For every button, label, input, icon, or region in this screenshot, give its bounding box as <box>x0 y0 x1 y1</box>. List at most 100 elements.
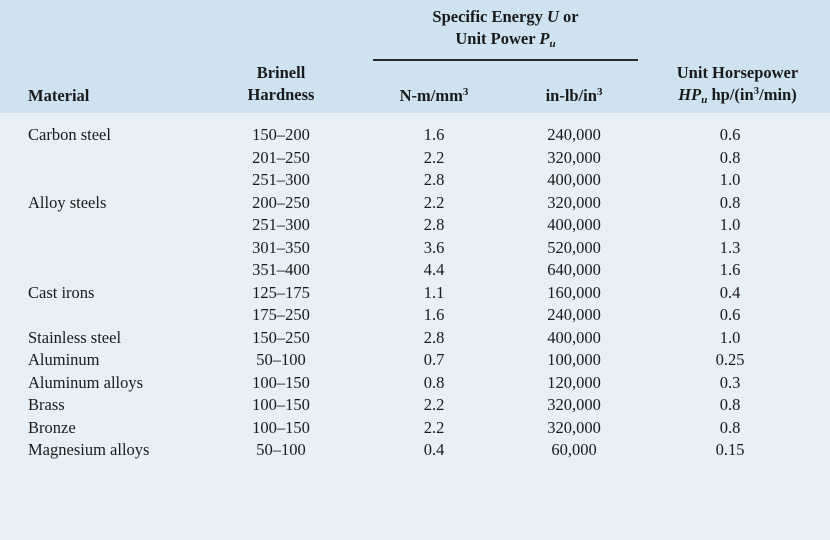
hardness-cell: 100–150 <box>252 395 310 414</box>
nm-cell: 0.8 <box>423 372 445 392</box>
nm-cell: 0.7 <box>423 350 445 369</box>
header-inlb-per-in3: in-lb/in3 <box>524 86 624 106</box>
nm-cell: 3.6 <box>423 237 445 257</box>
header-hp-line1: Unit Horsepower <box>676 63 799 82</box>
inlb-cell: 640,000 <box>547 260 601 279</box>
hp-cell: 0.4 <box>719 282 741 302</box>
inlb-cell: 320,000 <box>547 147 601 167</box>
header-brinell-hardness: Brinell Hardness <box>236 63 326 105</box>
inlb-cell: 400,000 <box>547 215 601 234</box>
hp-cell: 1.0 <box>719 170 741 189</box>
table-row: Brass 100–150 2.2 320,000 0.8 <box>0 394 830 416</box>
inlb-cell: 120,000 <box>547 372 601 392</box>
table-row: Cast irons 125–175 1.1 160,000 0.4 <box>0 282 830 304</box>
header-symbol-p: P <box>539 29 550 48</box>
hp-cell: 0.8 <box>719 192 741 212</box>
header-unit-horsepower: Unit Horsepower HPu hp/(in3/min) <box>650 63 825 106</box>
hp-cell: 0.3 <box>719 372 741 392</box>
inlb-cell: 100,000 <box>547 350 601 369</box>
header-nm-per-mm3: N-m/mm3 <box>384 86 484 106</box>
header-brinell-line1: Brinell <box>256 63 306 82</box>
header-hp-line2: HPu hp/(in3/min) <box>650 85 825 106</box>
hp-cell: 1.0 <box>719 215 741 234</box>
table-row: Aluminum 50–100 0.7 100,000 0.25 <box>0 349 830 371</box>
material-cell: Carbon steel <box>28 125 111 144</box>
nm-cell: 2.2 <box>423 192 445 212</box>
material-cell: Aluminum alloys <box>28 372 144 392</box>
nm-cell: 1.6 <box>423 305 445 324</box>
inlb-cell: 60,000 <box>551 440 597 459</box>
header-brinell-line2: Hardness <box>247 85 315 104</box>
hardness-cell: 150–200 <box>252 125 310 144</box>
nm-cell: 2.8 <box>423 170 445 189</box>
hardness-cell: 301–350 <box>252 237 310 257</box>
hp-cell: 0.15 <box>715 440 745 459</box>
header-hp-sub: u <box>701 94 708 106</box>
header-group-rule <box>373 59 638 61</box>
table-row: 351–400 4.4 640,000 1.6 <box>0 259 830 281</box>
material-cell: Bronze <box>28 417 76 437</box>
inlb-cell: 240,000 <box>547 125 601 144</box>
header-material: Material <box>28 86 90 105</box>
material-cell: Aluminum <box>28 350 100 369</box>
nm-cell: 2.2 <box>423 395 445 414</box>
header-hp-sup: 3 <box>753 85 760 97</box>
header-unit-power-text: Unit Power <box>455 29 540 48</box>
header-specific-energy: Specific Energy U or Unit Power Pu <box>373 7 638 50</box>
hardness-cell: 251–300 <box>252 170 310 189</box>
hardness-cell: 50–100 <box>256 440 306 459</box>
header-specific-line1: Specific Energy U or <box>373 7 638 27</box>
hardness-cell: 251–300 <box>252 215 310 234</box>
material-cell: Stainless steel <box>28 327 122 347</box>
hp-cell: 1.6 <box>719 260 741 279</box>
header-specific-line2: Unit Power Pu <box>373 29 638 50</box>
inlb-cell: 160,000 <box>547 282 601 302</box>
table-row: 251–300 2.8 400,000 1.0 <box>0 214 830 236</box>
hp-cell: 1.0 <box>719 327 741 347</box>
table-row: 251–300 2.8 400,000 1.0 <box>0 169 830 191</box>
nm-cell: 0.4 <box>423 440 445 459</box>
nm-cell: 2.8 <box>423 327 445 347</box>
hardness-cell: 125–175 <box>252 282 310 302</box>
hp-cell: 0.8 <box>719 395 741 414</box>
header-hp-unit-a: hp/(in <box>707 85 754 104</box>
hardness-cell: 175–250 <box>252 305 310 324</box>
hardness-cell: 201–250 <box>252 147 310 167</box>
header-in-text: in-lb/in <box>545 86 597 105</box>
inlb-cell: 520,000 <box>547 237 601 257</box>
hp-cell: 0.25 <box>715 350 745 369</box>
inlb-cell: 320,000 <box>547 417 601 437</box>
hp-cell: 1.3 <box>719 237 741 257</box>
header-specific-or: or <box>558 7 579 26</box>
hardness-cell: 150–250 <box>252 327 310 347</box>
hp-cell: 0.6 <box>719 305 741 324</box>
hardness-cell: 100–150 <box>252 417 310 437</box>
header-nm-sup: 3 <box>462 86 469 98</box>
table-row: Bronze 100–150 2.2 320,000 0.8 <box>0 417 830 439</box>
nm-cell: 1.6 <box>423 125 445 144</box>
header-hp-unit-b: /min) <box>759 85 797 104</box>
hardness-cell: 100–150 <box>252 372 310 392</box>
nm-cell: 1.1 <box>423 282 445 302</box>
hardness-cell: 50–100 <box>256 350 306 369</box>
header-hp-symbol: HP <box>678 85 702 104</box>
material-cell: Brass <box>28 395 65 414</box>
inlb-cell: 320,000 <box>547 192 601 212</box>
nm-cell: 2.2 <box>423 417 445 437</box>
inlb-cell: 240,000 <box>547 305 601 324</box>
inlb-cell: 400,000 <box>547 170 601 189</box>
table-header-band <box>0 0 830 113</box>
hardness-cell: 351–400 <box>252 260 310 279</box>
table-row: Alloy steels 200–250 2.2 320,000 0.8 <box>0 192 830 214</box>
table-row: 175–250 1.6 240,000 0.6 <box>0 304 830 326</box>
header-symbol-p-sub: u <box>549 38 556 50</box>
inlb-cell: 400,000 <box>547 327 601 347</box>
hp-cell: 0.8 <box>719 417 741 437</box>
nm-cell: 2.8 <box>423 215 445 234</box>
table-row: Aluminum alloys 100–150 0.8 120,000 0.3 <box>0 372 830 394</box>
table-row: 301–350 3.6 520,000 1.3 <box>0 237 830 259</box>
nm-cell: 2.2 <box>423 147 445 167</box>
material-cell: Cast irons <box>28 282 95 302</box>
nm-cell: 4.4 <box>423 260 445 279</box>
table-row: Magnesium alloys 50–100 0.4 60,000 0.15 <box>0 439 830 461</box>
